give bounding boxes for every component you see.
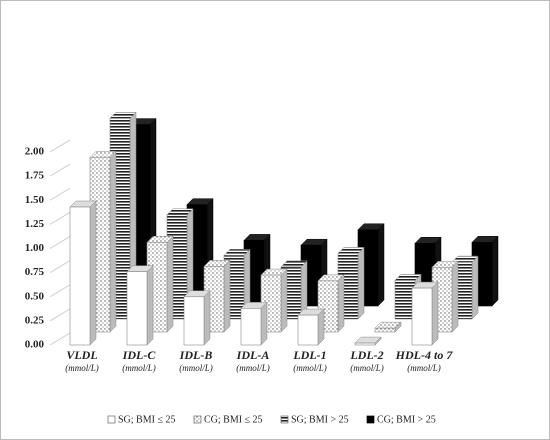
tick-line xyxy=(49,308,71,322)
legend-swatch xyxy=(193,415,202,424)
bar-side xyxy=(260,301,268,346)
legend-label: CG; BMI > 25 xyxy=(377,414,436,425)
bar xyxy=(297,308,325,346)
bar-side xyxy=(357,246,365,320)
bar-side xyxy=(337,274,345,333)
bar-side xyxy=(203,290,211,346)
bar-side xyxy=(146,265,154,346)
bar-side xyxy=(109,150,117,333)
x-tick-label: LDL-1 xyxy=(292,348,326,362)
bar-side xyxy=(431,281,439,346)
legend-swatch xyxy=(280,415,289,424)
x-tick-label: VLDL xyxy=(66,348,97,362)
tick-line xyxy=(49,139,71,153)
tick-line xyxy=(49,187,71,201)
tick-line xyxy=(49,163,71,177)
legend-swatch xyxy=(366,415,375,424)
y-tick-label: 0.50 xyxy=(25,290,45,302)
bar xyxy=(126,265,154,346)
bar-front xyxy=(411,287,433,346)
y-tick-label: 1.75 xyxy=(25,170,45,182)
bar-front xyxy=(297,314,319,346)
x-tick-sublabel: (mmol/L) xyxy=(122,363,156,373)
bar-front xyxy=(69,206,91,346)
bar-side xyxy=(491,235,499,307)
legend-swatch xyxy=(107,415,116,424)
x-tick-label: HDL-4 to 7 xyxy=(395,348,454,362)
bar-front xyxy=(374,327,396,333)
y-tick-label: 2.00 xyxy=(25,146,45,158)
bar xyxy=(411,281,439,346)
legend-label: SG; BMI ≤ 25 xyxy=(118,414,175,425)
bar-side xyxy=(166,235,174,333)
tick-line xyxy=(49,332,71,346)
y-tick-label: 0.25 xyxy=(25,314,45,326)
bar-side xyxy=(223,259,231,333)
legend-label: CG; BMI ≤ 25 xyxy=(204,414,263,425)
bar-side xyxy=(89,200,97,346)
y-tick-label: 1.00 xyxy=(25,242,45,254)
bar-side xyxy=(451,260,459,333)
x-tick-sublabel: (mmol/L) xyxy=(65,363,99,373)
bar xyxy=(183,290,211,346)
bar-front xyxy=(240,308,262,346)
y-tick-label: 0.00 xyxy=(25,339,45,351)
bar xyxy=(354,336,382,346)
bar xyxy=(69,200,97,346)
bar xyxy=(240,301,268,346)
x-tick-label: IDL-C xyxy=(122,348,157,362)
x-tick-label: LDL-2 xyxy=(349,348,383,362)
y-tick-label: 1.25 xyxy=(25,218,45,230)
bar-side xyxy=(377,223,385,307)
y-tick-label: 0.75 xyxy=(25,266,45,278)
bar-front xyxy=(183,296,205,346)
y-tick-label: 1.50 xyxy=(25,194,45,206)
x-tick-sublabel: (mmol/L) xyxy=(407,363,441,373)
x-tick-label: IDL-B xyxy=(179,348,213,362)
x-tick-label: IDL-A xyxy=(236,348,270,362)
bar-side xyxy=(280,268,288,333)
tick-line xyxy=(49,211,71,225)
x-tick-sublabel: (mmol/L) xyxy=(236,363,270,373)
bar-front xyxy=(126,271,148,346)
x-tick-sublabel: (mmol/L) xyxy=(179,363,213,373)
tick-line xyxy=(49,260,71,274)
legend-label: SG; BMI > 25 xyxy=(291,414,349,425)
bar xyxy=(374,321,402,333)
x-tick-sublabel: (mmol/L) xyxy=(293,363,327,373)
tick-line xyxy=(49,284,71,298)
bar-front xyxy=(354,342,376,346)
x-tick-sublabel: (mmol/L) xyxy=(350,363,384,373)
tick-line xyxy=(49,236,71,249)
bar-side xyxy=(471,255,479,320)
